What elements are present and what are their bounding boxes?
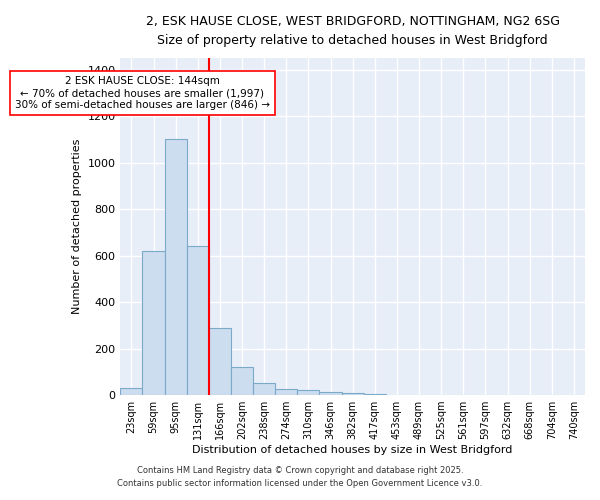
Text: 2 ESK HAUSE CLOSE: 144sqm
← 70% of detached houses are smaller (1,997)
30% of se: 2 ESK HAUSE CLOSE: 144sqm ← 70% of detac…	[15, 76, 270, 110]
Bar	[121, 388, 142, 395]
Bar	[209, 328, 231, 395]
Bar	[341, 393, 364, 395]
Title: 2, ESK HAUSE CLOSE, WEST BRIDGFORD, NOTTINGHAM, NG2 6SG
Size of property relativ: 2, ESK HAUSE CLOSE, WEST BRIDGFORD, NOTT…	[146, 15, 560, 47]
Bar	[231, 367, 253, 395]
Bar	[142, 251, 164, 395]
X-axis label: Distribution of detached houses by size in West Bridgford: Distribution of detached houses by size …	[193, 445, 513, 455]
Bar	[187, 246, 209, 395]
Bar	[364, 394, 386, 395]
Text: Contains HM Land Registry data © Crown copyright and database right 2025.
Contai: Contains HM Land Registry data © Crown c…	[118, 466, 482, 487]
Bar	[164, 140, 187, 395]
Bar	[319, 392, 341, 395]
Bar	[253, 384, 275, 395]
Y-axis label: Number of detached properties: Number of detached properties	[72, 139, 82, 314]
Bar	[298, 390, 319, 395]
Bar	[275, 390, 298, 395]
